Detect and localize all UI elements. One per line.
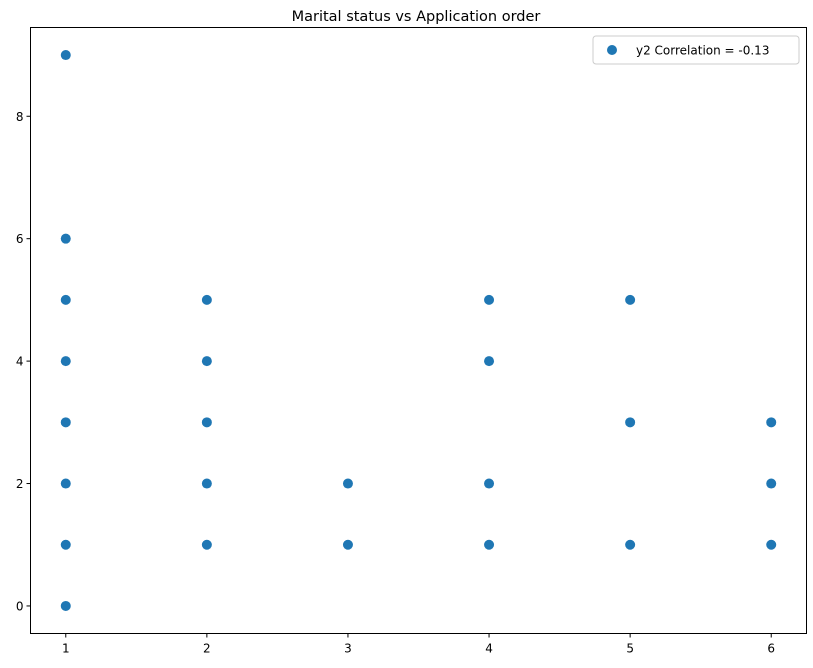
y-axis: 0 2 4 6 8	[16, 110, 31, 613]
points-layer	[60, 50, 777, 611]
chart-title: Marital status vs Application order	[292, 9, 541, 25]
data-point	[484, 294, 495, 305]
legend-marker	[607, 45, 617, 55]
x-tick-label: 5	[626, 642, 634, 656]
data-point	[60, 539, 71, 550]
y-tick-label: 6	[16, 232, 24, 246]
data-point	[342, 478, 353, 489]
data-point	[766, 539, 777, 550]
data-point	[766, 478, 777, 489]
x-tick-label: 6	[767, 642, 775, 656]
x-axis: 1 2 3 4 5 6	[62, 633, 775, 656]
data-point	[60, 478, 71, 489]
data-point	[201, 356, 212, 367]
x-tick-label: 3	[344, 642, 352, 656]
data-point	[60, 50, 71, 61]
data-point	[484, 478, 495, 489]
x-tick-label: 2	[203, 642, 211, 656]
y-tick-label: 4	[16, 355, 24, 369]
x-tick-label: 4	[485, 642, 493, 656]
data-point	[484, 356, 495, 367]
data-point	[625, 539, 636, 550]
y-tick-label: 2	[16, 477, 24, 491]
data-point	[60, 356, 71, 367]
data-point	[625, 417, 636, 428]
data-point	[60, 233, 71, 244]
data-point	[201, 539, 212, 550]
legend-label: y2 Correlation = -0.13	[636, 44, 769, 58]
data-point	[484, 539, 495, 550]
legend: y2 Correlation = -0.13	[592, 35, 800, 65]
x-tick-label: 1	[62, 642, 70, 656]
data-point	[766, 417, 777, 428]
data-point	[60, 294, 71, 305]
data-point	[60, 417, 71, 428]
y-tick-label: 8	[16, 110, 24, 124]
plot-frame	[30, 27, 807, 634]
data-point	[625, 294, 636, 305]
data-point	[201, 478, 212, 489]
data-point	[201, 417, 212, 428]
data-point	[342, 539, 353, 550]
data-point	[60, 600, 71, 611]
y-tick-label: 0	[16, 599, 24, 613]
legend-frame	[592, 35, 800, 65]
data-point	[201, 294, 212, 305]
